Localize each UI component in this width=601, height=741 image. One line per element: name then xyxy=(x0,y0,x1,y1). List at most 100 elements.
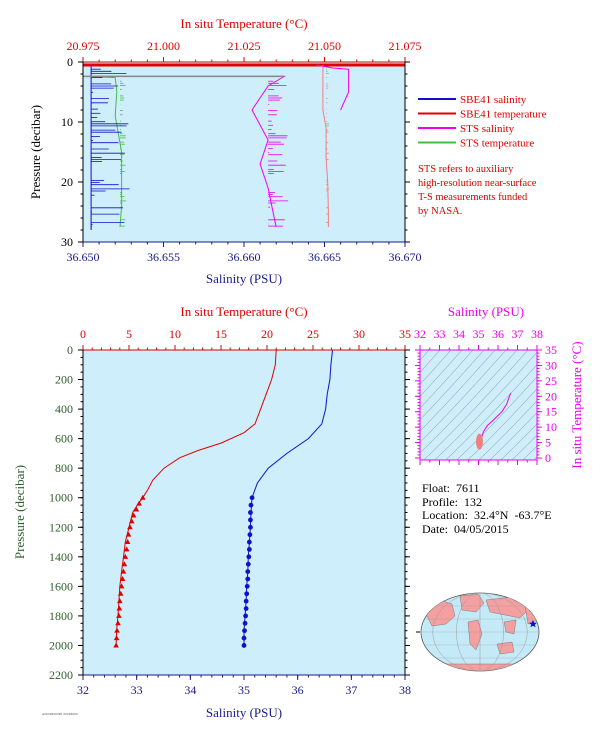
near-surface-bottom-tick-label: 36.660 xyxy=(228,250,261,264)
salinity-marker xyxy=(247,540,252,545)
ts-top-tick-label: 37 xyxy=(512,327,524,341)
ts-right-tick-label: 15 xyxy=(545,405,557,419)
full-profile-bottom-tick-label: 35 xyxy=(238,683,250,697)
salinity-marker xyxy=(244,599,249,604)
full-profile-y-axis-title: Pressure (decibar) xyxy=(12,465,27,559)
full-profile-top-tick-label: 5 xyxy=(126,327,132,341)
near-surface-plot-area xyxy=(83,62,405,242)
ts-top-tick-label: 36 xyxy=(492,327,504,341)
sts-note: STS refers to auxiliary high-resolution … xyxy=(418,163,598,219)
salinity-marker xyxy=(244,591,249,596)
ts-right-tick-label: 25 xyxy=(545,374,557,388)
ts-deep-cluster xyxy=(476,434,483,450)
full-profile-y-tick-label: 2200 xyxy=(49,668,73,682)
full-profile-top-tick-label: 20 xyxy=(261,327,273,341)
near-surface-top-tick-label: 20.975 xyxy=(67,39,100,53)
ts-right-tick-label: 5 xyxy=(545,436,551,450)
full-profile-top-tick-label: 30 xyxy=(353,327,365,341)
near-surface-bottom-axis-title: Salinity (PSU) xyxy=(206,271,282,286)
near-surface-y-tick-label: 0 xyxy=(67,55,73,69)
near-surface-top-tick-label: 21.050 xyxy=(308,39,341,53)
full-profile-y-tick-label: 0 xyxy=(67,343,73,357)
full-profile-bottom-tick-label: 36 xyxy=(292,683,304,697)
sts-note-line: high-resolution near-surface xyxy=(418,177,598,191)
near-surface-top-axis-title: In situ Temperature (°C) xyxy=(180,16,307,31)
full-profile-top-tick-label: 35 xyxy=(399,327,411,341)
near-surface-top-tick-label: 21.075 xyxy=(389,39,422,53)
near-surface-bottom-tick-label: 36.665 xyxy=(308,250,341,264)
ts-right-tick-label: 10 xyxy=(545,420,557,434)
figure-stamp: A0000000000 00000000 xyxy=(42,712,78,716)
ts-top-tick-label: 35 xyxy=(473,327,485,341)
salinity-marker xyxy=(248,525,253,530)
ts-right-axis-title: In situ Temperature (°C) xyxy=(569,341,584,468)
full-profile-y-tick-label: 1400 xyxy=(49,550,73,564)
full-profile-y-tick-label: 800 xyxy=(55,461,73,475)
full-profile-top-axis-title: In situ Temperature (°C) xyxy=(180,304,307,319)
legend-label: SBE41 temperature xyxy=(460,109,547,121)
sts-note-line: T-S measurements funded xyxy=(418,191,598,205)
legend-label: SBE41 salinity xyxy=(460,94,527,106)
near-surface-top-tick-label: 21.025 xyxy=(228,39,261,53)
near-surface-top-tick-label: 21.000 xyxy=(147,39,180,53)
sts-note-line: by NASA. xyxy=(418,205,598,219)
map-continent xyxy=(497,642,514,654)
full-profile-top-tick-label: 0 xyxy=(80,327,86,341)
sts-note-line: STS refers to auxiliary xyxy=(418,163,598,177)
salinity-marker xyxy=(249,503,254,508)
ts-top-tick-label: 38 xyxy=(531,327,543,341)
salinity-marker xyxy=(247,547,252,552)
float-info: Float: 7611 Profile: 132 Location: 32.4°… xyxy=(422,482,552,536)
near-surface-y-tick-label: 20 xyxy=(61,175,73,189)
profile-number: Profile: 132 xyxy=(422,496,552,510)
near-surface-y-axis-title: Pressure (decibar) xyxy=(28,105,43,199)
near-surface-y-tick-label: 10 xyxy=(61,115,73,129)
salinity-marker xyxy=(245,577,250,582)
full-profile-y-tick-label: 1800 xyxy=(49,609,73,623)
salinity-marker xyxy=(244,606,249,611)
legend-label: STS temperature xyxy=(460,138,534,150)
salinity-marker xyxy=(246,554,251,559)
ts-right-tick-label: 30 xyxy=(545,358,557,372)
salinity-marker xyxy=(248,510,253,515)
ts-top-tick-label: 33 xyxy=(434,327,446,341)
full-profile-y-tick-label: 1200 xyxy=(49,520,73,534)
legend-label: STS salinity xyxy=(460,123,515,135)
salinity-marker xyxy=(242,643,247,648)
near-surface-y-tick-label: 30 xyxy=(61,235,73,249)
full-profile-y-tick-label: 2000 xyxy=(49,638,73,652)
salinity-marker xyxy=(245,569,250,574)
full-profile-bottom-tick-label: 37 xyxy=(345,683,357,697)
full-profile-y-tick-label: 1600 xyxy=(49,579,73,593)
salinity-marker xyxy=(246,562,251,567)
ts-top-tick-label: 32 xyxy=(414,327,426,341)
full-profile-top-tick-label: 10 xyxy=(169,327,181,341)
salinity-marker xyxy=(250,495,255,500)
ts-right-tick-label: 35 xyxy=(545,343,557,357)
full-profile-y-tick-label: 400 xyxy=(55,402,73,416)
float-location: Location: 32.4°N -63.7°E xyxy=(422,509,552,523)
full-profile-bottom-axis-title: Salinity (PSU) xyxy=(206,705,282,720)
full-profile-y-tick-label: 600 xyxy=(55,432,73,446)
full-profile-bottom-tick-label: 34 xyxy=(184,683,196,697)
full-profile-top-tick-label: 15 xyxy=(215,327,227,341)
ts-right-tick-label: 0 xyxy=(545,451,551,465)
near-surface-bottom-tick-label: 36.670 xyxy=(389,250,422,264)
salinity-marker xyxy=(248,517,253,522)
ts-top-tick-label: 34 xyxy=(453,327,465,341)
profile-date: Date: 04/05/2015 xyxy=(422,523,552,537)
salinity-marker xyxy=(242,636,247,641)
full-profile-y-tick-label: 1000 xyxy=(49,491,73,505)
float-number: Float: 7611 xyxy=(422,482,552,496)
near-surface-bottom-tick-label: 36.650 xyxy=(67,250,100,264)
near-surface-bottom-tick-label: 36.655 xyxy=(147,250,180,264)
salinity-marker xyxy=(248,532,253,537)
full-profile-bottom-tick-label: 32 xyxy=(77,683,89,697)
salinity-marker xyxy=(242,628,247,633)
full-profile-y-tick-label: 200 xyxy=(55,373,73,387)
ts-right-tick-label: 20 xyxy=(545,389,557,403)
salinity-marker xyxy=(245,584,250,589)
ts-top-axis-title: Salinity (PSU) xyxy=(448,304,524,319)
full-profile-bottom-tick-label: 38 xyxy=(399,683,411,697)
